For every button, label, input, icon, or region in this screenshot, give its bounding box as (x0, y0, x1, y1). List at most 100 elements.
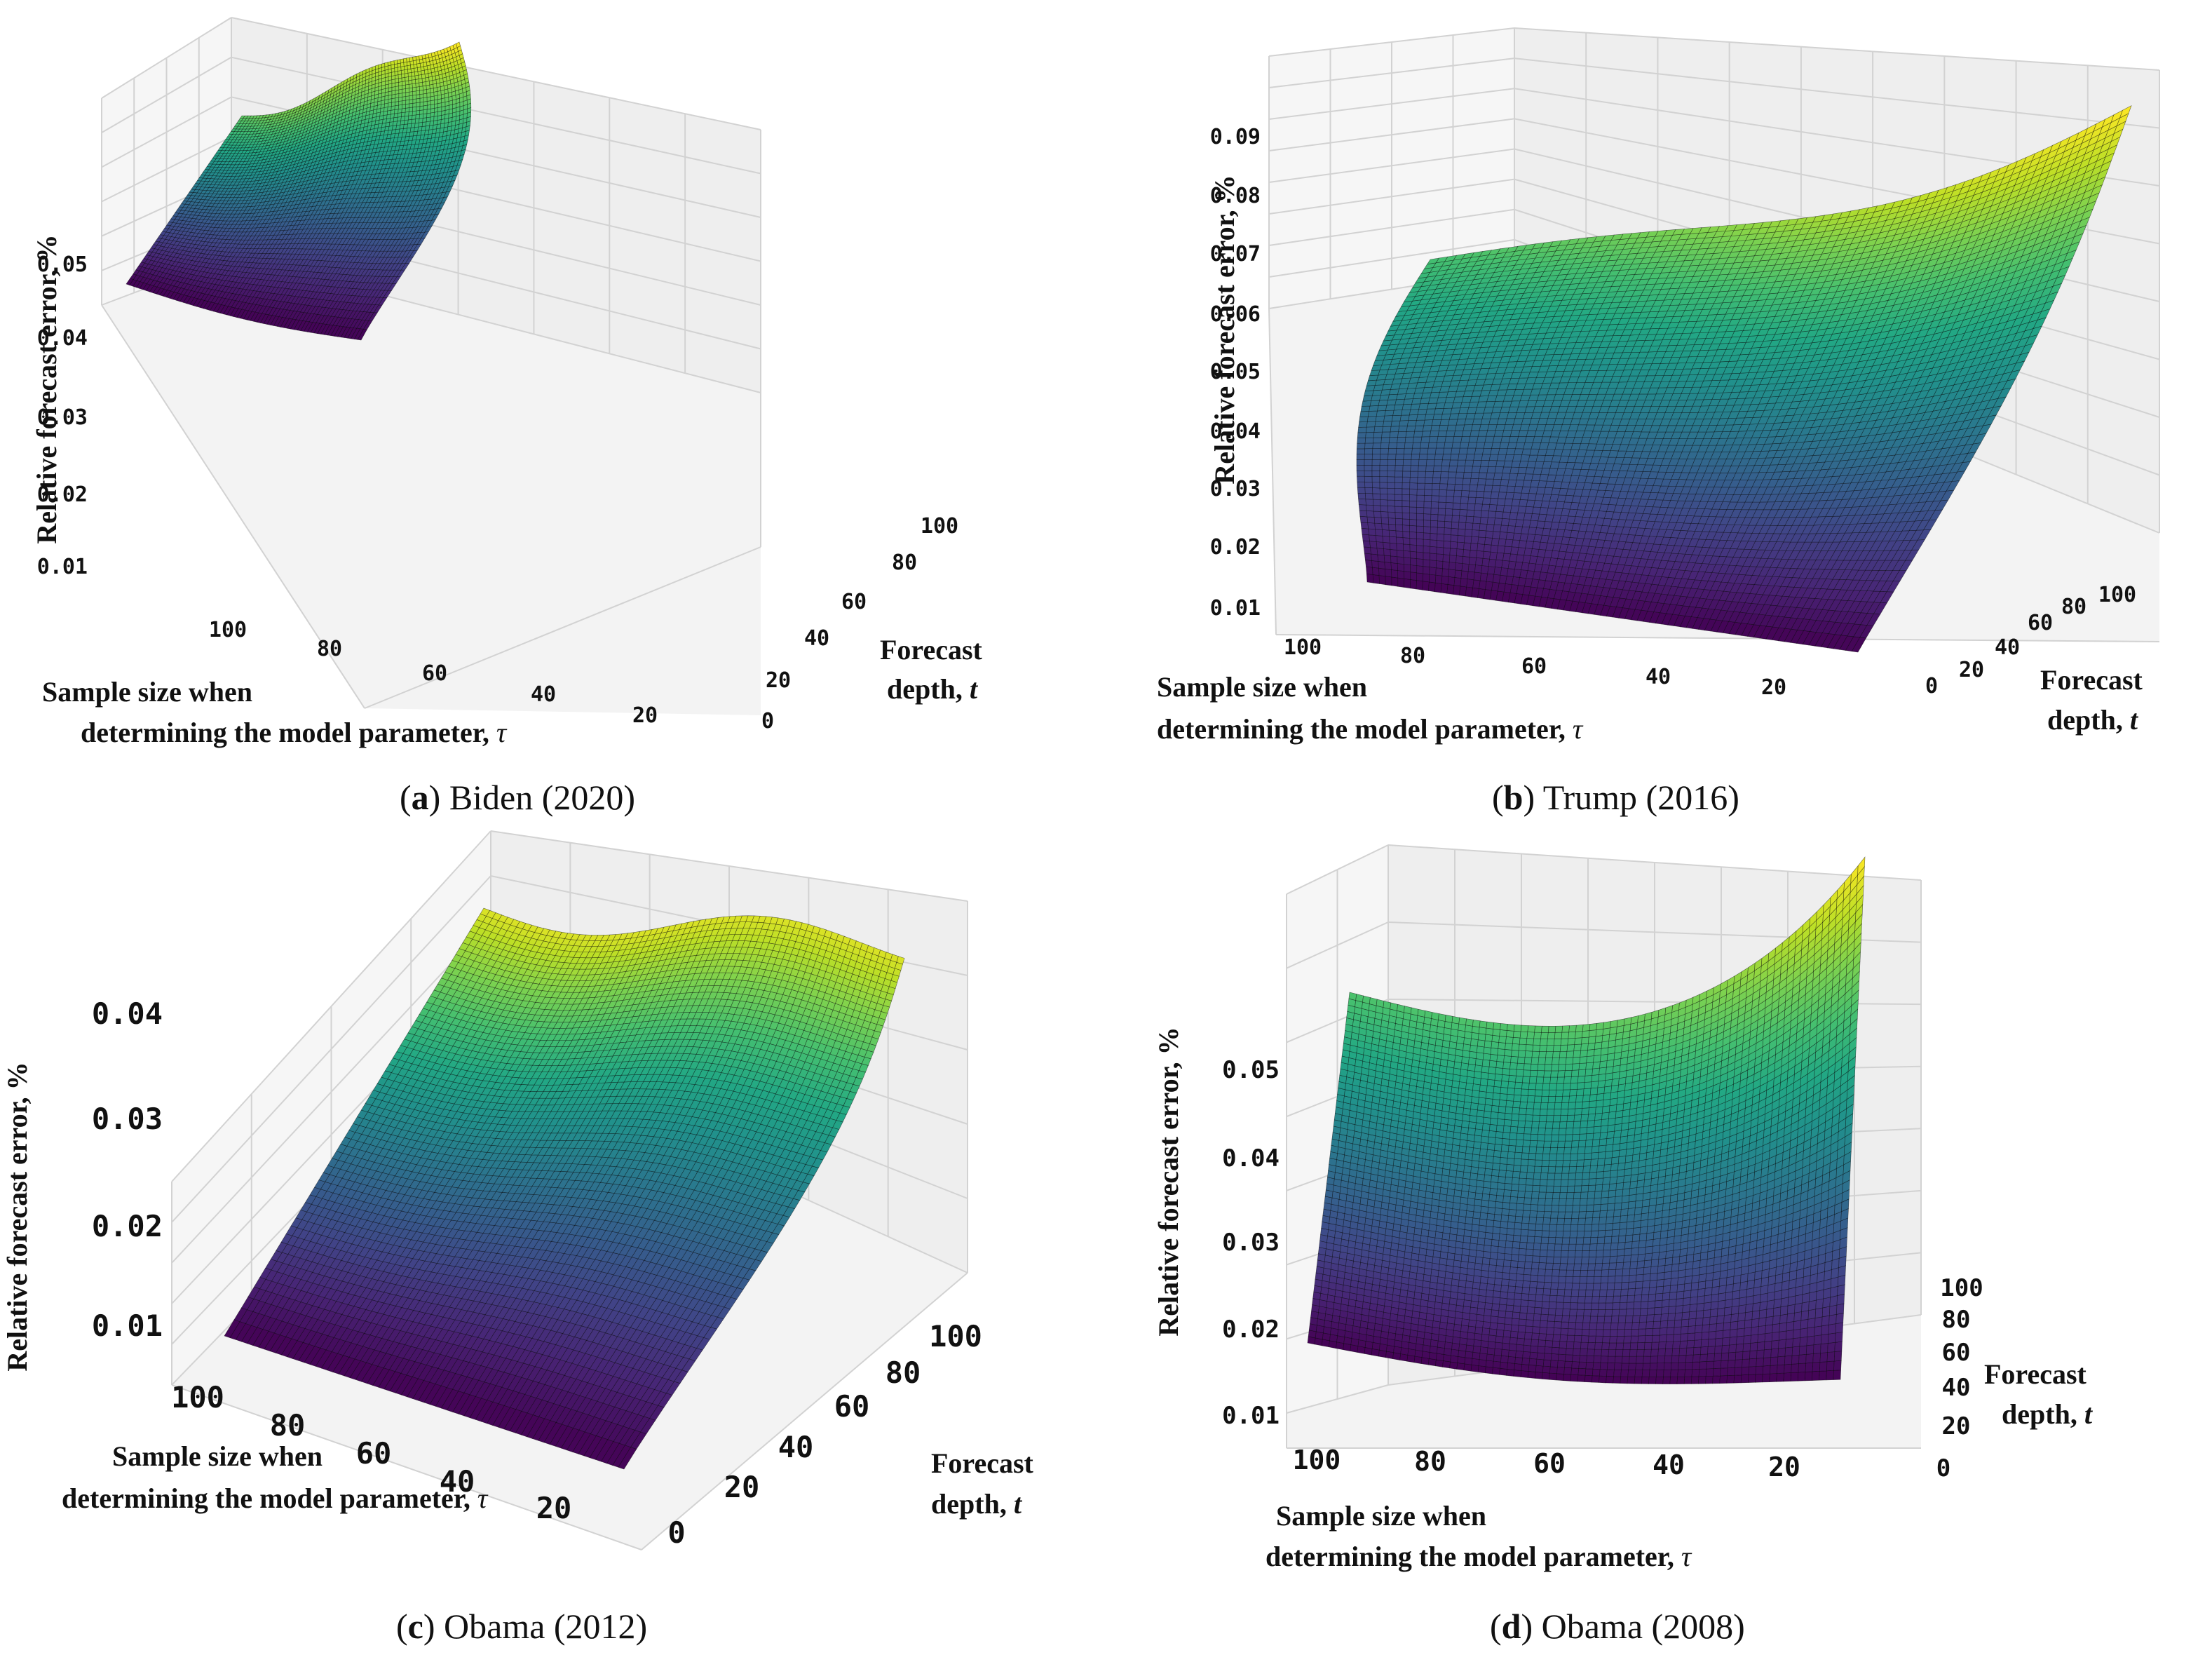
surface-cell (1466, 509, 1475, 518)
surface-cell (1365, 499, 1374, 506)
surface-cell (1423, 559, 1430, 567)
surface-cell (1385, 576, 1392, 586)
x-tick: 40 (531, 682, 556, 707)
surface-cell (1435, 567, 1443, 576)
surface-cell (1387, 499, 1396, 507)
surface-cell (1456, 541, 1465, 550)
surface-cell (1416, 538, 1424, 546)
surface-cell (1372, 567, 1380, 576)
surface-cell (1372, 574, 1380, 584)
surface-cell (1460, 570, 1469, 579)
gridline (231, 17, 761, 130)
surface-cell (1435, 560, 1444, 569)
gridline (101, 96, 232, 168)
surface-cell (1395, 506, 1403, 513)
surface-cell (1388, 523, 1397, 532)
surface-cell (1362, 540, 1371, 548)
surface-cell (419, 81, 423, 87)
surface-cell (1361, 527, 1369, 536)
surface-cell (1465, 515, 1474, 524)
surface-cell (1373, 505, 1381, 512)
surface-cell (414, 118, 420, 123)
surface-cell (1461, 563, 1470, 572)
surface-cell (1437, 527, 1445, 535)
surface-cell (1402, 525, 1411, 532)
surface-b (1356, 104, 2132, 653)
surface-cell (1444, 527, 1452, 536)
surface-cell (412, 86, 416, 92)
surface-cell (1507, 525, 1516, 534)
surface-cell (1430, 501, 1439, 509)
surface-cell (1436, 540, 1444, 548)
surface-cell (1458, 528, 1466, 536)
surface-cell (1473, 510, 1482, 518)
surface-cell (1472, 516, 1481, 525)
surface-cell (1380, 505, 1389, 513)
surface-cell (416, 106, 421, 112)
surface-cell (1486, 517, 1495, 525)
surface-cell (408, 107, 414, 112)
surface-cell (1447, 576, 1456, 586)
surface-cell (1463, 542, 1472, 550)
surface-cell (1409, 525, 1417, 533)
surface-cell (1395, 512, 1403, 520)
surface-cell (1397, 570, 1405, 579)
surface-cell (391, 60, 395, 66)
surface-cell (456, 41, 461, 48)
surface-cell (1423, 526, 1431, 534)
surface-cell (412, 106, 417, 112)
surface-cell (387, 61, 392, 67)
surface-cell (408, 111, 413, 116)
x-axis-label-line1: Sample size when (42, 676, 252, 708)
surface-cell (1430, 520, 1439, 528)
surface-cell (1492, 531, 1501, 539)
surface-cell (402, 88, 407, 94)
gridline (1268, 208, 1515, 246)
surface-cell (409, 87, 413, 93)
surface-cell (1409, 519, 1417, 527)
surface-cell (1489, 551, 1498, 560)
surface-cell (1464, 529, 1473, 537)
surface-cell (1451, 521, 1460, 529)
y-tick: 40 (804, 626, 829, 651)
surface-cell (1488, 504, 1498, 512)
surface-cell (412, 102, 417, 108)
gridline (1514, 27, 2160, 71)
surface-cell (1440, 583, 1448, 594)
surface-cell (1370, 547, 1378, 555)
surface-cell (1484, 543, 1492, 553)
surface-cell (1437, 514, 1446, 522)
surface-cell (1402, 518, 1410, 526)
surface-cell (1387, 506, 1396, 513)
surface-cell (1402, 512, 1410, 520)
surface-cell (1409, 500, 1418, 508)
surface-cell (419, 101, 424, 107)
surface-cell (1479, 517, 1488, 525)
surface-cell (1458, 515, 1467, 523)
surface-cell (1470, 543, 1479, 551)
surface-cell (1376, 548, 1385, 556)
gridline (1268, 178, 1515, 215)
surface-cell (1404, 578, 1411, 589)
y-axis-label-text: depth, (887, 673, 963, 705)
surface-cell (1459, 509, 1468, 517)
surface-cell (1463, 549, 1471, 558)
surface-cell (412, 79, 416, 84)
surface-cell (1368, 528, 1376, 536)
surface-cell (1402, 500, 1410, 508)
surface-cell (1493, 518, 1503, 526)
surface-cell (1423, 552, 1430, 560)
surface-cell (1372, 499, 1381, 506)
surface-cell (407, 115, 413, 121)
surface-cell (1423, 507, 1432, 515)
surface-cell (411, 119, 416, 124)
surface-cell (405, 91, 410, 97)
panel-b: 0.01 0.02 0.03 0.04 0.05 0.06 0.07 0.08 … (1108, 0, 2212, 785)
surface-cell (1385, 568, 1392, 578)
surface-cell (1389, 536, 1397, 544)
surface-cell (422, 117, 427, 123)
surface-cell (1467, 564, 1476, 573)
y-tick: 0 (761, 709, 774, 734)
surface-cell (401, 107, 406, 113)
surface-cell (1395, 499, 1403, 507)
